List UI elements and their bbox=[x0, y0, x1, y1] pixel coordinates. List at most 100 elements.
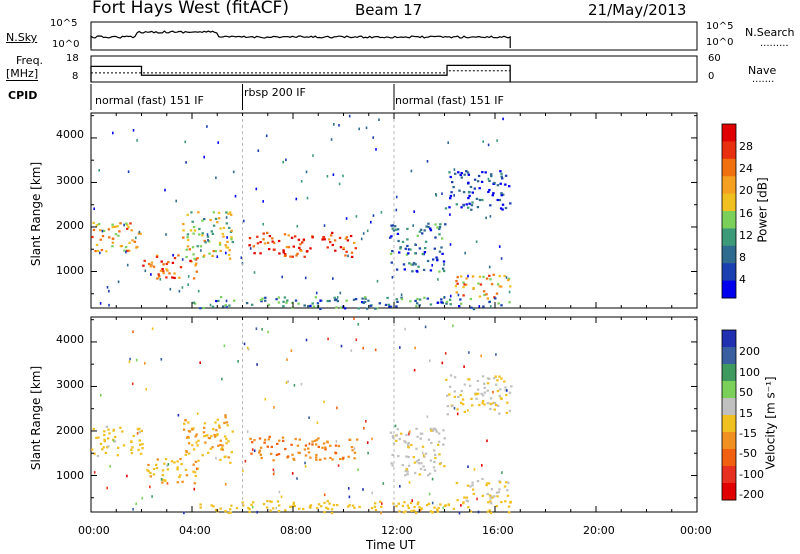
scatter-cell bbox=[405, 468, 408, 471]
scatter-cell bbox=[486, 382, 490, 385]
scatter-cell bbox=[177, 254, 180, 257]
scatter-cell bbox=[228, 249, 231, 252]
scatter-cell bbox=[417, 501, 420, 504]
scatter-cell bbox=[373, 505, 377, 508]
scatter-cell bbox=[129, 222, 132, 225]
scatter-cell bbox=[412, 456, 415, 459]
velocity-y-tick-4000: 4000 bbox=[56, 333, 84, 346]
scatter-cell bbox=[465, 170, 468, 173]
scatter-speckle bbox=[242, 469, 244, 473]
scatter-cell bbox=[500, 304, 503, 307]
scatter-cell bbox=[422, 465, 425, 468]
scatter-speckle bbox=[187, 283, 189, 286]
scatter-cell bbox=[460, 401, 463, 404]
scatter-speckle bbox=[224, 483, 227, 486]
scatter-cell bbox=[259, 298, 263, 301]
scatter-cell bbox=[299, 243, 302, 246]
scatter-cell bbox=[271, 237, 274, 240]
scatter-cell bbox=[443, 437, 446, 440]
scatter-cell bbox=[423, 229, 426, 232]
scatter-cell bbox=[370, 507, 374, 510]
scatter-speckle bbox=[426, 160, 429, 163]
scatter-speckle bbox=[477, 510, 480, 514]
scatter-cell bbox=[311, 236, 314, 239]
scatter-speckle bbox=[265, 134, 268, 138]
scatter-cell bbox=[225, 421, 229, 424]
scatter-speckle bbox=[441, 192, 443, 195]
scatter-cell bbox=[438, 270, 441, 273]
scatter-cell bbox=[201, 219, 204, 222]
scatter-cell bbox=[282, 249, 285, 252]
scatter-speckle bbox=[253, 449, 256, 453]
scatter-cell bbox=[155, 255, 159, 258]
scatter-speckle bbox=[101, 229, 104, 233]
scatter-cell bbox=[391, 453, 394, 457]
scatter-cell bbox=[180, 463, 183, 466]
scatter-cell bbox=[203, 254, 206, 257]
scatter-cell bbox=[118, 230, 121, 233]
cpid-label: CPID bbox=[8, 89, 38, 102]
scatter-speckle bbox=[374, 348, 377, 352]
scatter-cell bbox=[418, 247, 422, 250]
scatter-cell bbox=[454, 172, 457, 175]
scatter-cell bbox=[327, 238, 331, 241]
nave-line bbox=[91, 70, 511, 74]
scatter-cell bbox=[483, 391, 486, 394]
scatter-speckle bbox=[376, 279, 379, 283]
scatter-cell bbox=[186, 213, 189, 216]
scatter-cell bbox=[290, 236, 294, 239]
scatter-cell bbox=[270, 445, 273, 448]
scatter-speckle bbox=[327, 337, 329, 341]
scatter-cell bbox=[389, 305, 393, 308]
scatter-speckle bbox=[123, 223, 125, 227]
scatter-speckle bbox=[304, 276, 307, 280]
scatter-cell bbox=[508, 301, 511, 304]
scatter-cell bbox=[436, 226, 439, 229]
scatter-cell bbox=[353, 506, 356, 509]
scatter-cell bbox=[378, 302, 381, 305]
scatter-cell bbox=[184, 468, 188, 471]
scatter-cell bbox=[217, 299, 220, 302]
scatter-cell bbox=[500, 194, 503, 197]
scatter-cell bbox=[164, 479, 167, 482]
scatter-cell bbox=[210, 435, 213, 438]
scatter-cell bbox=[478, 198, 482, 202]
scatter-cell bbox=[287, 455, 290, 458]
scatter-speckle bbox=[413, 210, 415, 213]
scatter-cell bbox=[493, 377, 496, 380]
scatter-speckle bbox=[500, 257, 503, 260]
scatter-cell bbox=[436, 510, 440, 513]
scatter-speckle bbox=[177, 413, 180, 417]
scatter-cell bbox=[171, 276, 174, 279]
scatter-cell bbox=[421, 232, 424, 235]
scatter-cell bbox=[272, 241, 276, 244]
scatter-cell bbox=[141, 443, 144, 446]
scatter-cell bbox=[331, 243, 334, 247]
scatter-speckle bbox=[98, 169, 100, 172]
scatter-speckle bbox=[100, 393, 102, 397]
scatter-cell bbox=[201, 232, 204, 235]
scatter-cell bbox=[289, 505, 292, 508]
scatter-cell bbox=[107, 437, 110, 440]
scatter-cell bbox=[219, 443, 222, 447]
scatter-cell bbox=[496, 495, 499, 498]
scatter-speckle bbox=[199, 361, 201, 364]
freq-tick-bottom: 8 bbox=[72, 71, 79, 82]
scatter-cell bbox=[412, 261, 416, 265]
scatter-cell bbox=[250, 503, 253, 506]
scatter-cell bbox=[463, 496, 466, 499]
scatter-cell bbox=[395, 434, 398, 437]
scatter-cell bbox=[504, 389, 507, 392]
scatter-cell bbox=[467, 206, 470, 209]
cpid-markers bbox=[90, 84, 395, 110]
scatter-cell bbox=[156, 277, 159, 280]
scatter-speckle bbox=[460, 504, 462, 507]
cpid-segment-3: normal (fast) 151 IF bbox=[395, 94, 504, 107]
scatter-cell bbox=[277, 453, 281, 456]
scatter-cell bbox=[510, 385, 513, 388]
scatter-cell bbox=[364, 296, 367, 299]
scatter-speckle bbox=[262, 200, 264, 203]
scatter-cell bbox=[407, 455, 410, 459]
scatter-cell bbox=[215, 434, 219, 437]
scatter-cell bbox=[501, 203, 505, 206]
